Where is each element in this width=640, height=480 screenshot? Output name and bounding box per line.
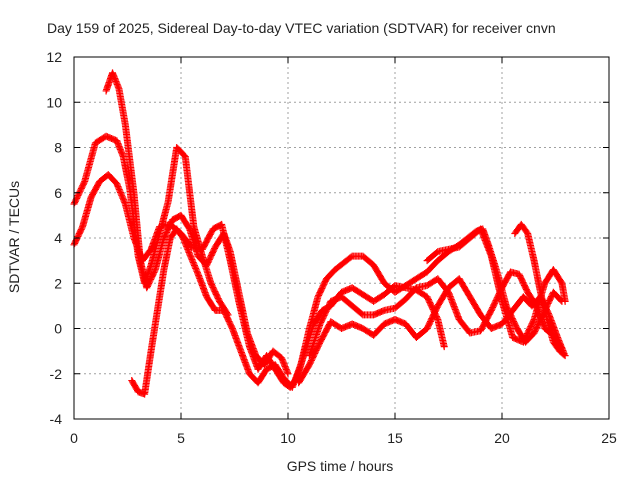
- data-point: [121, 199, 129, 207]
- data-point: [80, 179, 88, 187]
- y-tick-label: -4: [50, 411, 63, 427]
- x-tick-label: 0: [70, 430, 78, 446]
- x-axis-label: GPS time / hours: [287, 458, 394, 474]
- y-tick-label: 10: [46, 94, 62, 110]
- tick-marks: [73, 56, 610, 420]
- series-track-7: [511, 220, 569, 360]
- series-track-3: [102, 69, 292, 378]
- data-point: [560, 351, 568, 359]
- chart-title: Day 159 of 2025, Sidereal Day-to-day VTE…: [47, 20, 556, 36]
- x-tick-label: 10: [280, 430, 296, 446]
- x-tick-labels: 0 5 10 15 20 25: [70, 430, 617, 446]
- x-tick-label: 5: [177, 430, 185, 446]
- data-point: [440, 343, 448, 351]
- y-tick-label: 0: [54, 321, 62, 337]
- x-tick-label: 20: [494, 430, 510, 446]
- x-tick-label: 15: [387, 430, 403, 446]
- y-tick-label: 8: [54, 140, 62, 156]
- series-track-5: [295, 275, 568, 387]
- y-tick-label: 12: [46, 49, 62, 65]
- data-point: [561, 352, 569, 360]
- data-point: [561, 297, 569, 305]
- data-points: [70, 69, 569, 398]
- y-tick-labels: -4 -2 0 2 4 6 8 10 12: [46, 49, 62, 427]
- data-point: [284, 370, 292, 378]
- y-axis-label: SDTVAR / TECUs: [6, 181, 22, 293]
- series-track-8: [423, 225, 569, 346]
- y-tick-label: -2: [50, 366, 63, 382]
- x-tick-label: 25: [601, 430, 617, 446]
- y-tick-label: 4: [54, 230, 62, 246]
- y-tick-label: 2: [54, 275, 62, 291]
- y-tick-label: 6: [54, 185, 62, 201]
- series-track-6: [305, 268, 566, 360]
